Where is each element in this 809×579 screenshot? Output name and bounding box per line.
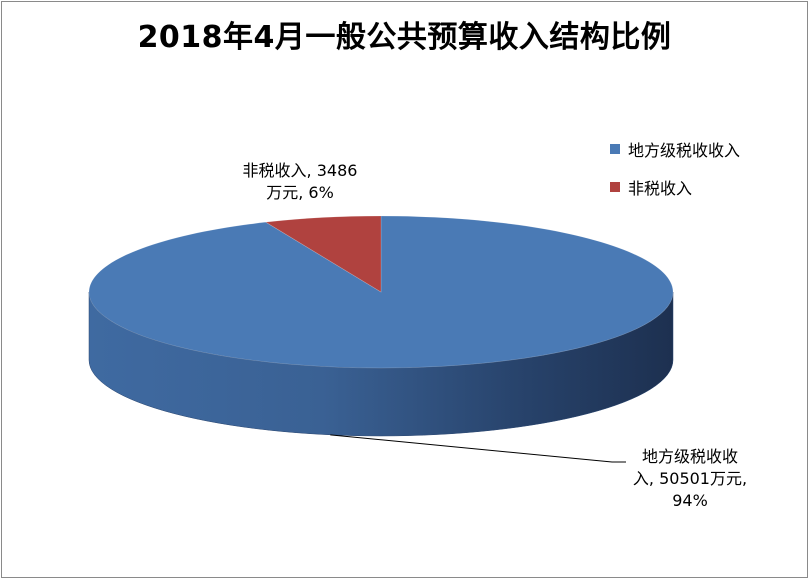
legend-swatch xyxy=(610,182,620,192)
chart-title: 2018年4月一般公共预算收入结构比例 xyxy=(137,20,672,55)
data-label-local-tax: 地方级税收收 入, 50501万元, 94% xyxy=(600,446,780,512)
data-label-line: 万元, 6% xyxy=(266,183,334,202)
legend: 地方级税收收入 非税收入 xyxy=(610,130,740,206)
data-label-line: 非税收入, 3486 xyxy=(242,161,358,180)
legend-item: 非税收入 xyxy=(610,168,740,206)
data-label-line: 入, 50501万元, xyxy=(632,469,748,488)
legend-label: 非税收入 xyxy=(628,179,693,198)
pie-slice-non-tax xyxy=(264,215,382,293)
data-label-line: 94% xyxy=(672,491,708,510)
data-label-non-tax: 非税收入, 3486 万元, 6% xyxy=(215,160,385,204)
pie-slice-local-tax xyxy=(88,215,674,369)
leader-line xyxy=(330,434,626,463)
legend-swatch xyxy=(610,144,620,154)
legend-item: 地方级税收收入 xyxy=(610,130,740,168)
legend-label: 地方级税收收入 xyxy=(628,141,741,160)
data-label-line: 地方级税收收 xyxy=(641,447,738,466)
